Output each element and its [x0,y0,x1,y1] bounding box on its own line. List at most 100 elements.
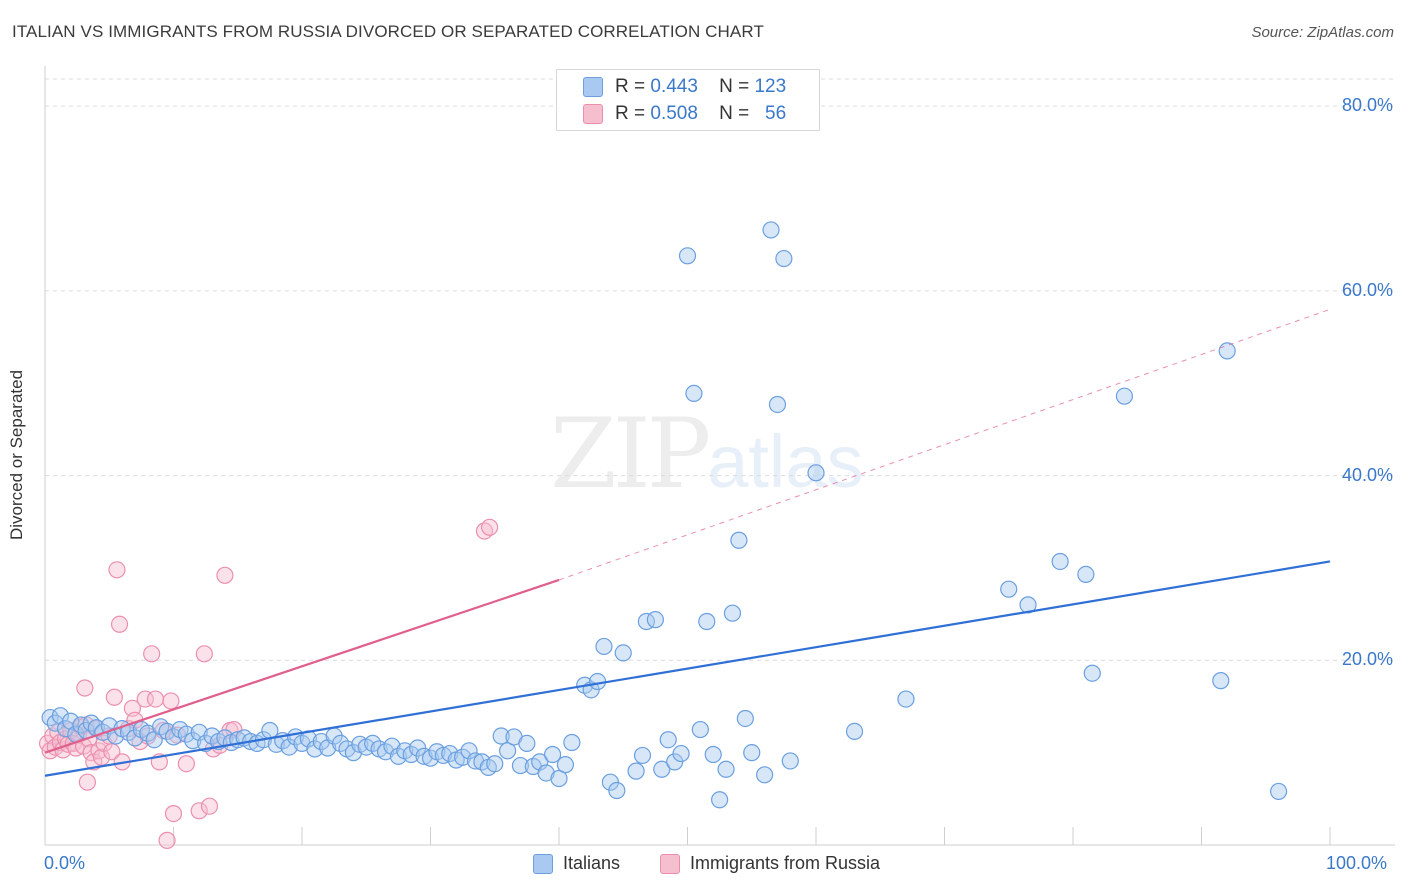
bottom-legend: Italians Immigrants from Russia [0,849,1406,879]
data-point [312,732,330,751]
data-point [550,769,568,788]
data-point [543,745,562,764]
legend-n-value: 56 [765,103,787,124]
data-point [1083,664,1101,682]
data-point [511,756,530,775]
legend-r-value: 0.508 [650,103,698,124]
data-point [588,672,607,691]
data-point [51,707,70,725]
legend-n-label: N = [719,103,750,124]
data-point [158,831,176,849]
data-point [415,747,433,765]
legend-swatch-russia [660,853,680,874]
y-tick-label: 40.0% [1341,464,1393,485]
gridlines [45,78,1395,661]
data-point [1115,387,1134,405]
data-point [421,749,440,767]
data-point [190,802,208,820]
legend-swatch-russia [583,104,603,124]
data-point [685,384,703,402]
data-point [698,612,716,631]
italians-points [41,221,1288,809]
data-point [492,727,510,745]
data-point [1000,580,1018,598]
watermark-zip: ZIP [550,398,711,510]
data-point [563,733,581,752]
data-point [518,734,536,753]
source-label: Source: ZipAtlas.com [1251,24,1394,41]
data-point [743,744,761,762]
legend-item-russia: Immigrants from Russia [660,853,880,874]
data-point [78,773,97,791]
watermark-atlas: atlas [707,420,864,503]
data-point [646,611,664,629]
data-point [608,781,626,800]
russia-points [38,518,499,849]
data-point [441,744,459,763]
legend-label-italians: Italians [563,853,621,873]
data-point [177,755,195,773]
axes [44,66,1395,846]
data-point [595,637,613,656]
y-tick-label: 60.0% [1341,279,1393,300]
y-tick-label: 20.0% [1341,649,1393,670]
data-point [678,247,697,265]
data-point [62,712,80,730]
data-point [717,760,735,778]
data-point [768,395,787,414]
data-point [76,679,94,697]
data-point [537,764,555,782]
legend-n-label: N = [719,76,750,97]
trend-line-italians [44,560,1331,777]
legend-r-label: R = [615,76,646,97]
data-point [807,464,825,482]
data-point [195,645,213,663]
data-point [1077,565,1095,584]
stats-legend: R = 0.443 N = 123 R = 0.508 N = 56 [556,69,820,131]
data-point [105,688,123,706]
data-point [711,791,729,809]
data-point [755,766,774,784]
data-point [481,518,499,536]
legend-n-value: 123 [754,76,787,97]
trend-line-russia [44,578,560,754]
data-point [1269,782,1288,801]
data-point [454,748,472,766]
data-point [402,745,420,764]
data-point [633,746,652,765]
data-point [762,221,780,239]
legend-r-label: R = [615,103,646,124]
data-point [280,738,298,756]
data-point [659,731,677,749]
data-point [108,561,126,579]
data-point [143,645,161,663]
data-point [781,752,799,770]
legend-item-italians: Italians [533,853,620,874]
data-point [486,755,504,773]
trend-lines [44,308,1331,777]
data-point [162,692,180,710]
data-point [556,756,575,774]
data-point [103,743,121,761]
y-axis-label: Divorced or Separated [7,369,26,541]
data-point [200,797,219,815]
data-point [460,742,478,760]
chart-title: ITALIAN VS IMMIGRANTS FROM RUSSIA DIVORC… [12,22,764,41]
data-point [164,804,183,823]
data-point [704,745,722,764]
data-point [1218,342,1236,360]
data-point [897,690,915,708]
data-point [672,744,690,763]
data-point [499,742,517,760]
watermark: ZIPatlas [550,398,864,510]
x-tick-label-min: 0.0% [44,853,86,873]
data-point [216,566,234,584]
x-tick-label-max: 100.0% [1326,853,1388,873]
data-point [775,249,793,268]
stats-legend-row-italians: R = 0.443 N = 123 [583,74,786,100]
data-point [627,762,645,780]
data-point [736,709,754,728]
data-point [434,746,452,765]
data-point [614,644,632,662]
